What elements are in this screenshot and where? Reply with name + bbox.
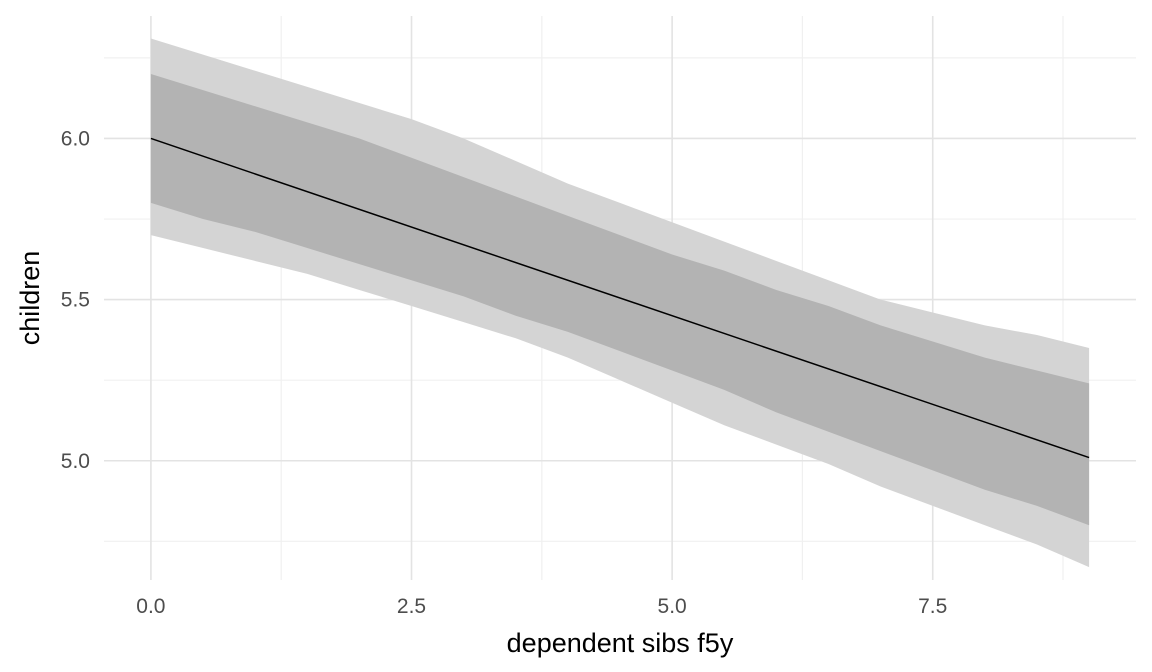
x-tick-label: 7.5 bbox=[918, 595, 947, 618]
x-tick-labels: 0.0 2.5 5.0 7.5 bbox=[136, 595, 947, 618]
inner-interval-band bbox=[150, 74, 1090, 526]
y-tick-label: 6.0 bbox=[61, 127, 90, 150]
x-tick-label: 2.5 bbox=[397, 595, 426, 618]
y-tick-label: 5.0 bbox=[61, 450, 90, 473]
band-layer bbox=[150, 38, 1090, 568]
x-tick-label: 5.0 bbox=[658, 595, 687, 618]
y-axis-title: children bbox=[15, 251, 45, 346]
line-layer bbox=[150, 137, 1090, 459]
y-tick-labels: 5.0 5.5 6.0 bbox=[61, 127, 90, 472]
y-tick-label: 5.5 bbox=[61, 289, 90, 312]
x-tick-label: 0.0 bbox=[136, 595, 165, 618]
fit-line bbox=[150, 137, 1090, 459]
x-axis-title: dependent sibs f5y bbox=[507, 628, 734, 658]
